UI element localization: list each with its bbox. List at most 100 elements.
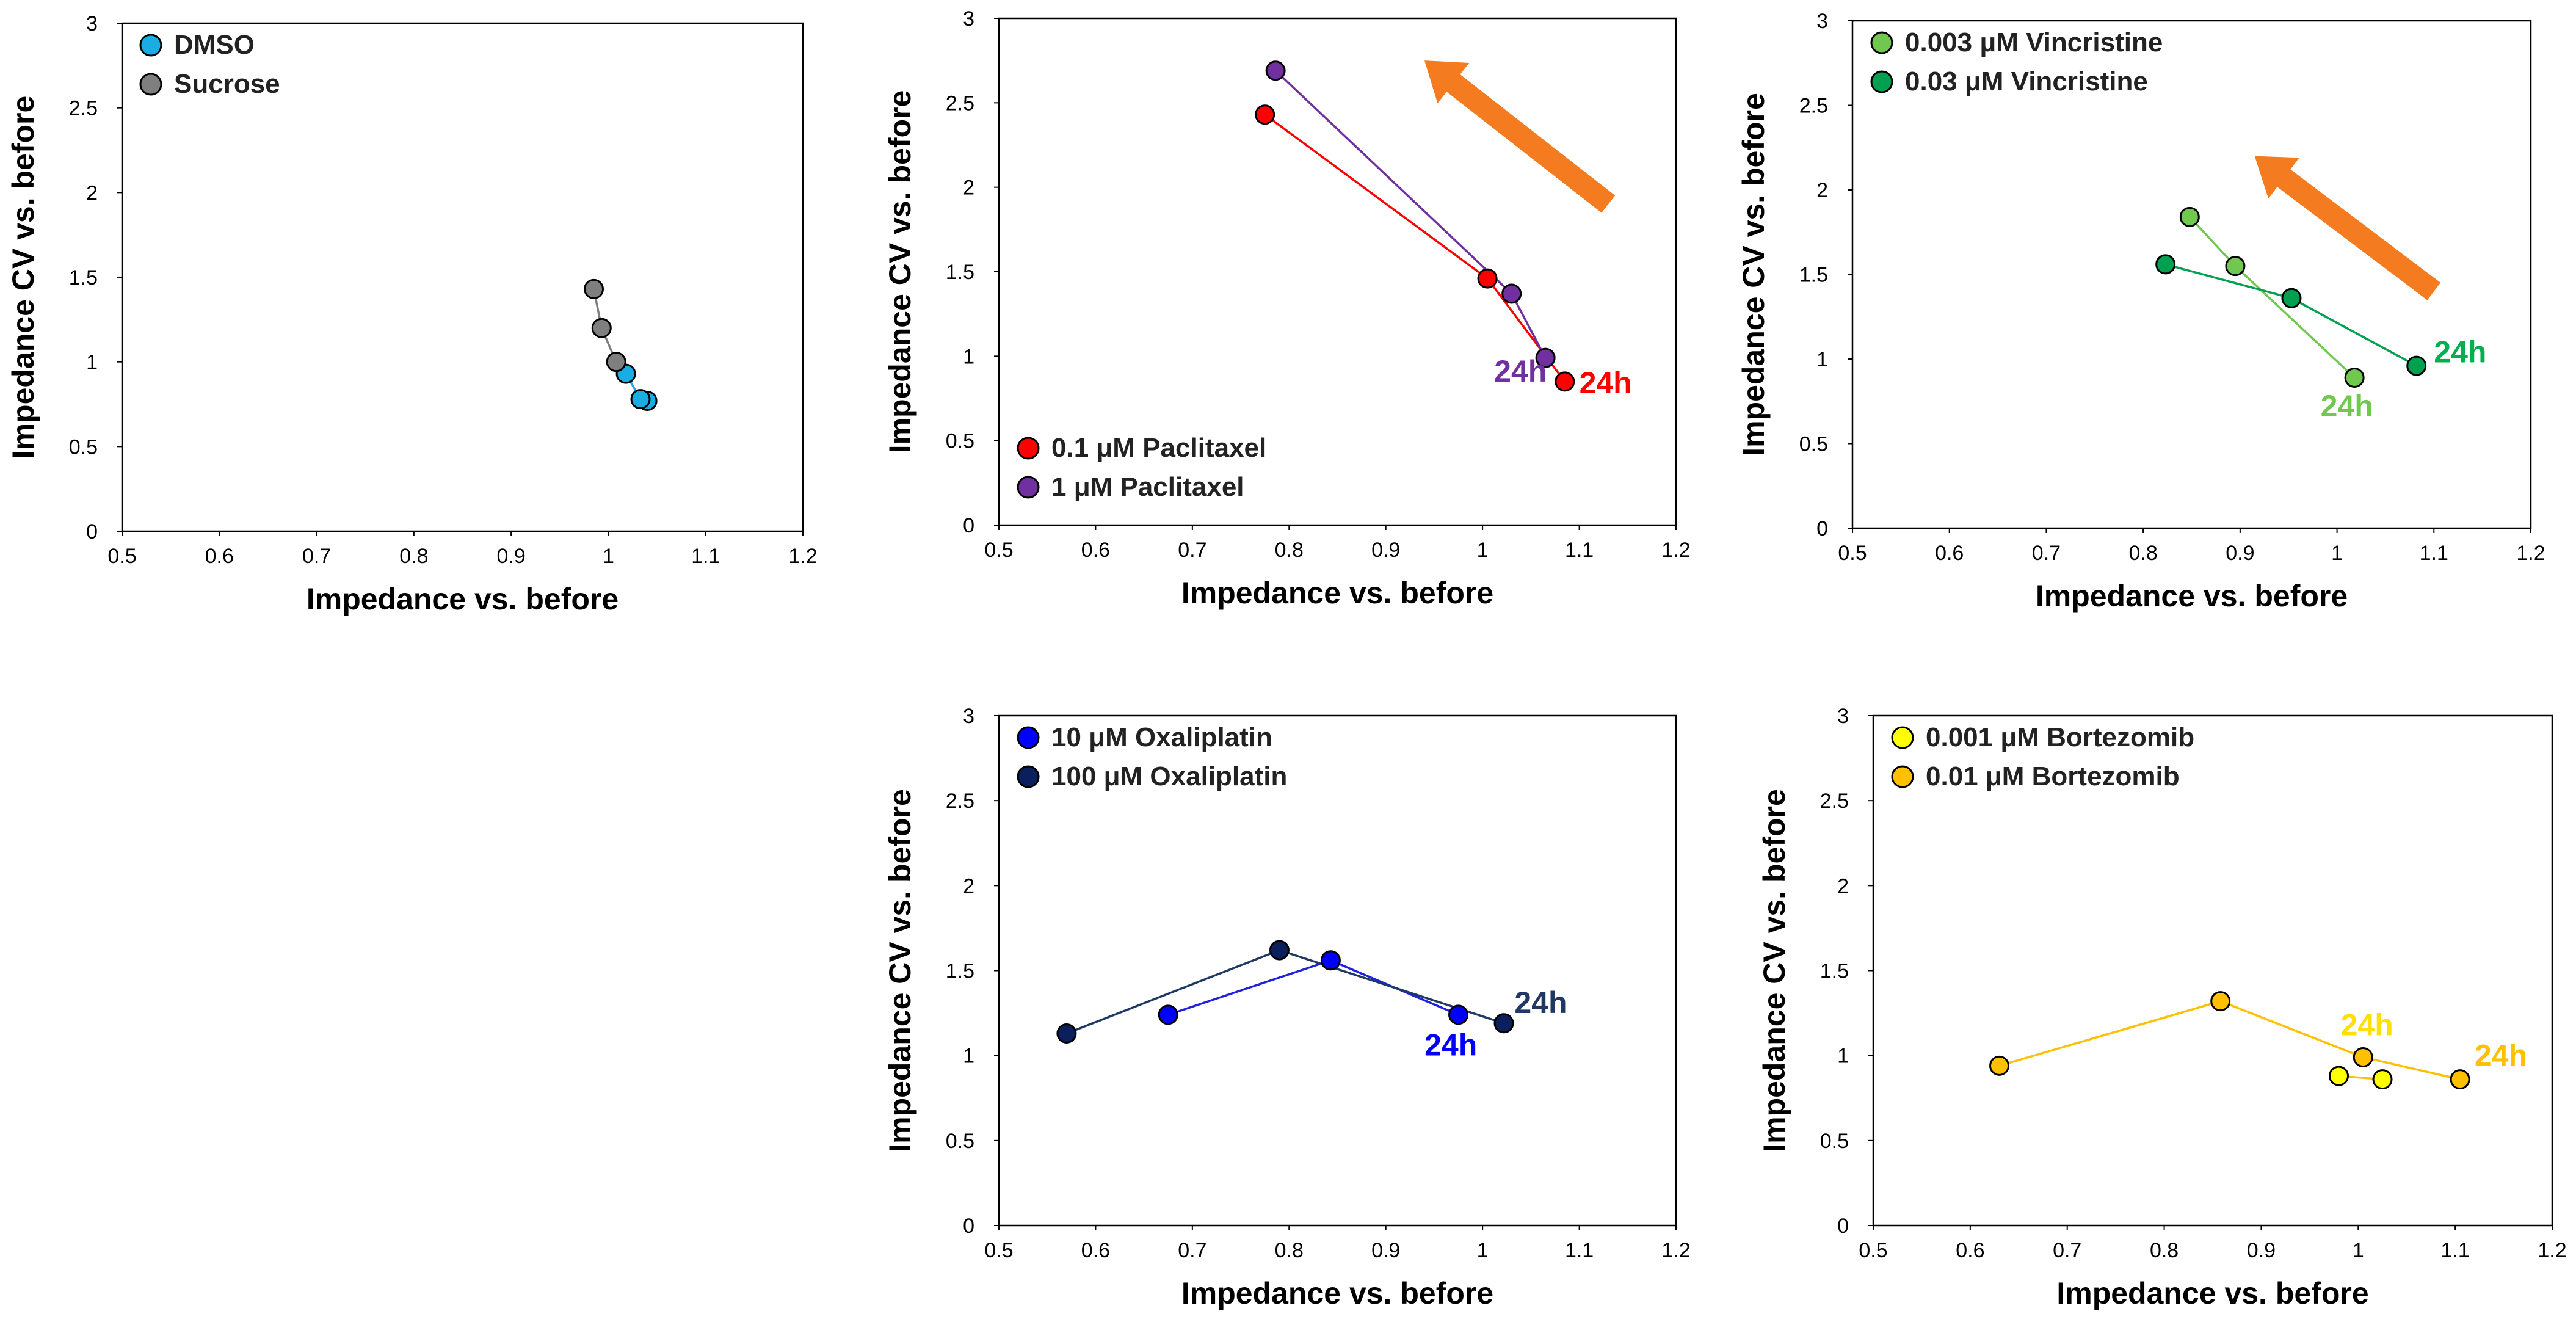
plot-frame	[998, 17, 1677, 526]
x-tick-label: 1.1	[1565, 539, 1594, 562]
y-tick-label: 1	[963, 345, 974, 368]
y-tick-label: 0.5	[946, 430, 974, 453]
legend-label: 100 μM Oxaliplatin	[1051, 761, 1287, 791]
x-tick-label: 0.7	[1178, 539, 1206, 562]
y-tick-label: 2	[1816, 179, 1828, 202]
legend-label: Sucrose	[174, 69, 280, 99]
y-tick-label: 1.5	[946, 261, 974, 284]
y-tick-label: 0.5	[1799, 433, 1828, 456]
data-point	[2353, 1047, 2373, 1067]
plot-frame	[998, 714, 1677, 1227]
y-tick-label: 0	[86, 520, 98, 543]
annotation-24h: 24h	[2434, 335, 2486, 369]
x-tick-label: 0.6	[1081, 1239, 1110, 1262]
x-tick-label: 1	[2353, 1239, 2364, 1262]
y-tick-label: 3	[963, 705, 974, 728]
y-tick-label: 2.5	[69, 97, 98, 120]
y-axis-title: Impedance CV vs. before	[6, 96, 40, 459]
panel-vincristine: 0.5 0.6 0.7 0.8 0.9 1 1.1 1.2 0 0.5 1 1.5 2 2.5 3 Imped…	[1736, 10, 2545, 613]
legend-label: 10 μM Oxaliplatin	[1051, 722, 1272, 752]
x-tick-label: 1	[2331, 542, 2343, 565]
x-tick-label: 0.9	[497, 545, 526, 568]
plot-frame	[121, 22, 804, 532]
y-tick-label: 0	[963, 514, 974, 537]
y-tick-label: 2.5	[1799, 95, 1828, 118]
y-tick-label: 2	[1837, 874, 1849, 898]
data-point	[2281, 288, 2302, 308]
y-tick-label: 0	[1837, 1215, 1849, 1238]
x-tick-label: 0.9	[2247, 1239, 2276, 1262]
x-tick-label: 1.1	[2420, 542, 2448, 565]
panel-control: 0.5 0.6 0.7 0.8 0.9 1 1.1 1.2 0 0.5 1 1.5 2 2.5 3 Imped…	[6, 12, 818, 616]
plot-frame	[1872, 714, 2553, 1227]
x-tick-label: 0.6	[1956, 1239, 1984, 1262]
x-tick-label: 0.6	[1081, 539, 1110, 562]
data-point	[2179, 206, 2200, 227]
x-tick-label: 1.2	[2516, 542, 2545, 565]
data-point	[2210, 991, 2231, 1012]
data-point	[2225, 256, 2246, 277]
legend-marker	[139, 34, 162, 57]
x-tick-label: 0.5	[1859, 1239, 1887, 1262]
legend-marker	[1870, 70, 1893, 93]
legend-marker	[1891, 726, 1914, 749]
x-tick-label: 0.7	[2032, 542, 2061, 565]
data-point	[2450, 1069, 2470, 1090]
y-tick-label: 2	[963, 874, 974, 898]
x-tick-label: 1.1	[691, 545, 720, 568]
legend-marker	[1870, 31, 1893, 54]
data-point	[1255, 104, 1275, 125]
legend-label: 0.03 μM Vincristine	[1905, 67, 2148, 96]
x-tick-label: 0.8	[1275, 1239, 1304, 1262]
x-tick-label: 1	[1477, 1239, 1489, 1262]
data-point	[1555, 371, 1575, 392]
legend-marker	[1891, 765, 1914, 788]
x-tick-label: 0.5	[984, 539, 1013, 562]
y-tick-label: 3	[86, 12, 98, 35]
y-axis-title: Impedance CV vs. before	[1757, 789, 1791, 1152]
legend-marker	[1017, 476, 1040, 499]
y-tick-label: 1.5	[946, 960, 974, 983]
legend-label: 0.003 μM Vincristine	[1905, 27, 2163, 57]
x-tick-label: 0.5	[984, 1239, 1013, 1262]
legend-marker	[1017, 437, 1040, 460]
x-tick-label: 0.9	[2226, 542, 2254, 565]
y-axis-title: Impedance CV vs. before	[883, 789, 917, 1152]
annotation-24h: 24h	[1424, 1028, 1477, 1062]
data-point	[1269, 940, 1290, 961]
x-tick-label: 0.5	[107, 545, 136, 568]
y-tick-label: 1.5	[69, 266, 98, 289]
y-tick-label: 2.5	[1820, 790, 1849, 813]
y-tick-label: 2	[963, 176, 974, 200]
x-axis-title: Impedance vs. before	[1181, 576, 1493, 610]
x-tick-label: 1.2	[788, 545, 817, 568]
data-point	[1158, 1004, 1178, 1025]
legend-marker	[139, 73, 162, 96]
x-tick-label: 1.2	[1661, 1239, 1690, 1262]
panel-bortezomib: 0.5 0.6 0.7 0.8 0.9 1 1.1 1.2 0 0.5 1 1.5 2 2.5 3 Imped…	[1757, 705, 2567, 1310]
x-axis-title: Impedance vs. before	[2056, 1276, 2368, 1310]
series-line	[1999, 1000, 2461, 1081]
trend-arrow	[1424, 60, 1616, 213]
legend-marker	[1017, 765, 1040, 788]
x-tick-label: 0.5	[1838, 542, 1867, 565]
x-tick-label: 0.7	[2053, 1239, 2081, 1262]
data-point	[1320, 950, 1341, 971]
x-tick-label: 1.1	[1565, 1239, 1594, 1262]
y-tick-label: 1	[86, 351, 98, 374]
y-tick-label: 3	[1837, 705, 1849, 728]
x-tick-label: 1.1	[2441, 1239, 2470, 1262]
y-tick-label: 1	[963, 1045, 974, 1068]
y-tick-label: 1	[1837, 1045, 1849, 1068]
y-tick-label: 1	[1816, 348, 1828, 371]
y-tick-label: 0.5	[69, 435, 98, 459]
legend-label: 0.001 μM Bortezomib	[1926, 722, 2194, 752]
x-tick-label: 0.7	[1178, 1239, 1206, 1262]
x-tick-label: 0.8	[399, 545, 428, 568]
x-tick-label: 0.7	[302, 545, 331, 568]
y-axis-title: Impedance CV vs. before	[883, 90, 917, 454]
y-tick-label: 2.5	[946, 92, 974, 115]
trend-arrow	[2254, 156, 2441, 300]
y-tick-label: 2.5	[946, 790, 974, 813]
